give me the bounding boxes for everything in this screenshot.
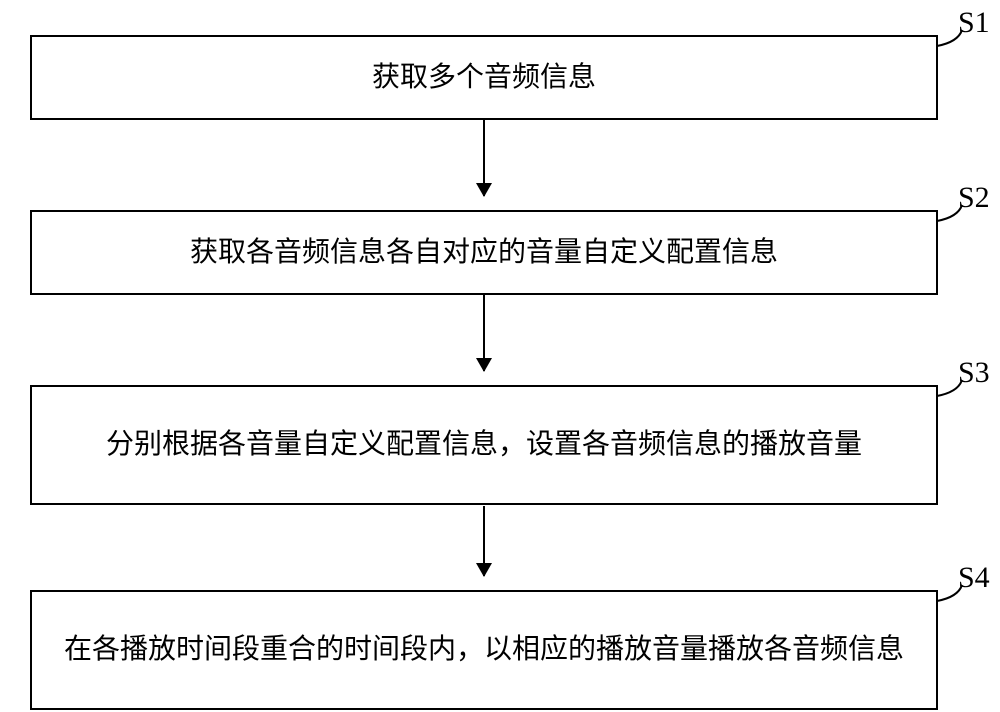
arrow-s3-s4 xyxy=(483,506,485,576)
step-text-s4: 在各播放时间段重合的时间段内，以相应的播放音量播放各音频信息 xyxy=(64,629,904,671)
step-label-s4: S4 xyxy=(958,561,990,595)
step-box-s2: 获取各音频信息各自对应的音量自定义配置信息 xyxy=(30,210,938,295)
step-text-s1: 获取多个音频信息 xyxy=(372,57,596,99)
arrow-s1-s2 xyxy=(483,120,485,196)
step-box-s1: 获取多个音频信息 xyxy=(30,35,938,120)
step-box-s4: 在各播放时间段重合的时间段内，以相应的播放音量播放各音频信息 xyxy=(30,590,938,710)
flowchart-canvas: 获取多个音频信息 S1 获取各音频信息各自对应的音量自定义配置信息 S2 分别根据各音量… xyxy=(0,0,1000,712)
step-text-s2: 获取各音频信息各自对应的音量自定义配置信息 xyxy=(190,232,778,274)
arrow-s2-s3 xyxy=(483,295,485,371)
step-label-s2: S2 xyxy=(958,181,990,215)
step-text-s3: 分别根据各音量自定义配置信息，设置各音频信息的播放音量 xyxy=(106,424,862,466)
step-label-s1: S1 xyxy=(958,6,990,40)
step-label-s3: S3 xyxy=(958,356,990,390)
step-box-s3: 分别根据各音量自定义配置信息，设置各音频信息的播放音量 xyxy=(30,385,938,505)
